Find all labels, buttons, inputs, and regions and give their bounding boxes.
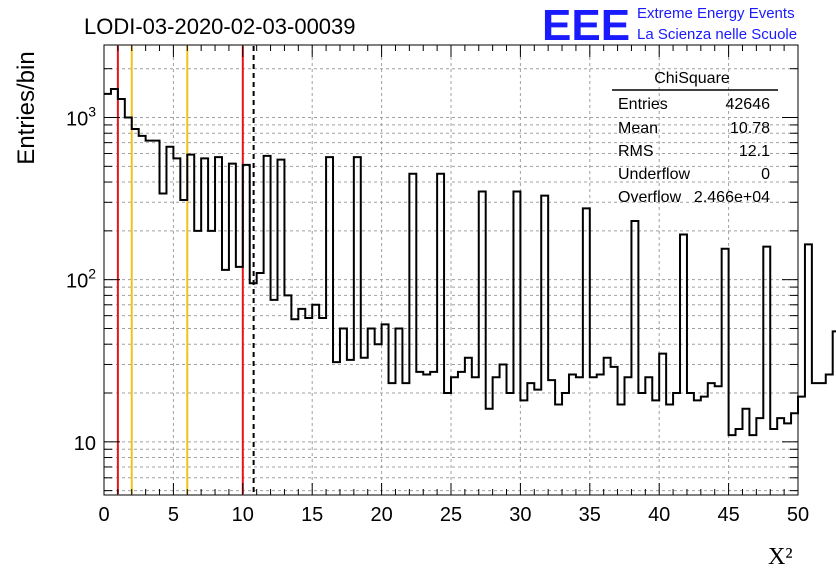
stats-label-overflow: Overflow (618, 189, 682, 206)
stats-value-entries: 42646 (726, 96, 771, 113)
x-tick-label: 20 (370, 504, 392, 526)
y-tick-label: 10 (74, 433, 96, 455)
x-tick-label: 5 (168, 504, 179, 526)
eee-logo: EEE Extreme Energy Events La Scienza nel… (542, 1, 797, 50)
x-tick-label: 50 (787, 504, 809, 526)
x-tick-label: 25 (440, 504, 462, 526)
x-tick-label: 45 (717, 504, 739, 526)
logo-line-2: La Scienza nelle Scuole (637, 26, 797, 43)
axis-ticks (103, 45, 799, 495)
stats-value-mean: 10.78 (730, 120, 770, 137)
stats-label-rms: RMS (618, 143, 654, 160)
stats-value-overflow: 2.466e+04 (694, 189, 770, 206)
y-tick-label: 102 (66, 266, 96, 293)
statistics-box: ChiSquare Entries 42646 Mean 10.78 RMS 1… (612, 70, 778, 206)
stats-value-rms: 12.1 (739, 143, 770, 160)
stats-label-entries: Entries (618, 96, 668, 113)
x-tick-label: 10 (232, 504, 254, 526)
logo-line-1: Extreme Energy Events (637, 5, 795, 22)
x-tick-label: 15 (301, 504, 323, 526)
y-axis-title: Entries/bin (13, 51, 40, 164)
reference-lines (116, 46, 255, 494)
y-tick-labels: 103 102 10 (66, 104, 96, 455)
x-axis-title: X² (768, 544, 793, 570)
chart-title: LODI-03-2020-02-03-00039 (84, 14, 356, 39)
y-tick-label: 103 (66, 104, 96, 131)
grid-lines (104, 45, 798, 495)
stats-value-underflow: 0 (761, 166, 770, 183)
x-tick-label: 40 (648, 504, 670, 526)
stats-label-mean: Mean (618, 120, 658, 137)
x-tick-label: 35 (579, 504, 601, 526)
x-tick-labels: 0 5 10 15 20 25 30 35 40 45 50 (98, 504, 809, 526)
eee-logo-mark: EEE (542, 1, 630, 50)
x-tick-label: 0 (98, 504, 109, 526)
stats-header: ChiSquare (654, 70, 730, 87)
stats-label-underflow: Underflow (618, 166, 690, 183)
x-tick-label: 30 (509, 504, 531, 526)
histogram-outline (104, 87, 836, 437)
